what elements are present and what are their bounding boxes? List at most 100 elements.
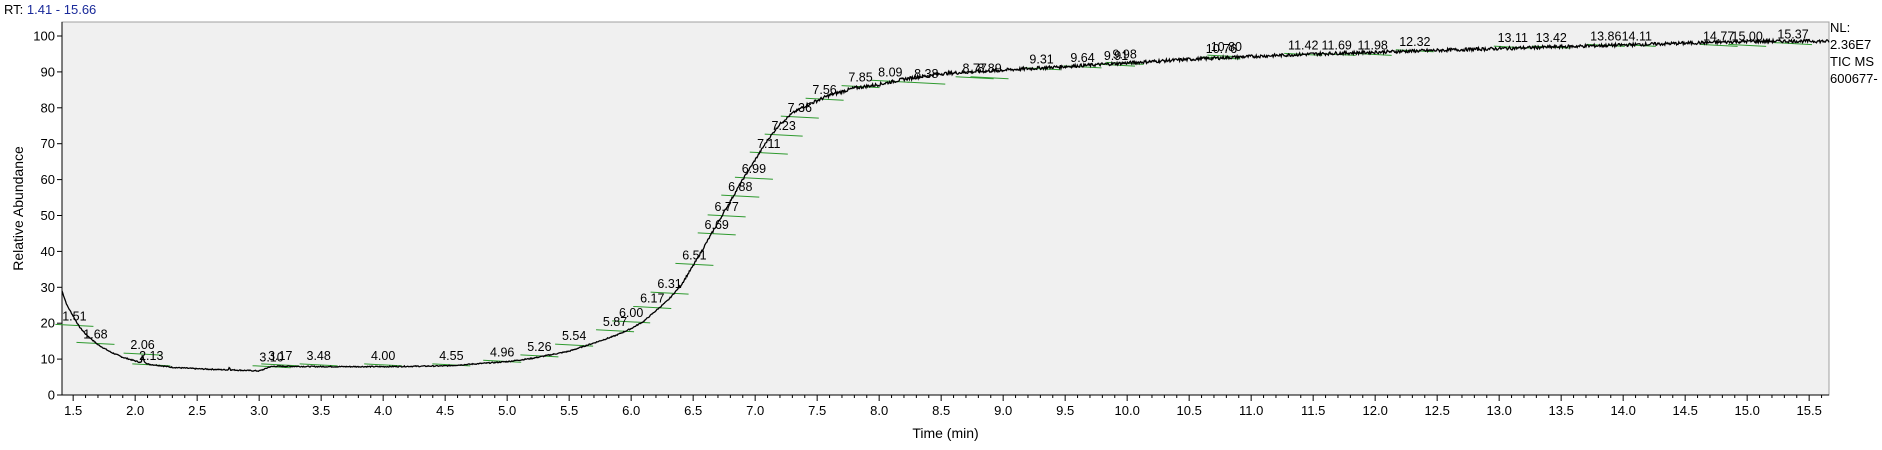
peak-label: 4.00 [371,349,395,363]
x-tick-label: 3.0 [250,403,268,418]
peak-label: 13.42 [1536,31,1567,45]
peak-label: 6.69 [705,218,729,232]
peak-baseline [123,352,162,356]
x-tick-label: 9.5 [1056,403,1074,418]
peak-label: 1.68 [83,327,107,341]
x-tick-label: 13.5 [1549,403,1574,418]
peak-label: 11.69 [1322,38,1352,52]
peak-baseline [364,363,403,367]
peak-label: 10.76 [1206,42,1237,56]
peak-baseline [721,194,760,198]
x-tick-label: 14.5 [1673,403,1698,418]
peak-label: 12.32 [1399,35,1430,49]
y-tick-label: 60 [41,172,55,187]
peak-label: 8.77 [962,62,986,76]
peak-label: 4.96 [490,345,514,359]
peak-label: 7.11 [757,137,780,151]
y-axis: 0 10 20 30 40 50 60 70 80 90 100 [33,22,63,403]
peak-label: 6.00 [619,306,643,320]
peak-label: 6.77 [714,200,738,214]
peak-label: 7.85 [848,71,872,85]
x-tick-label: 7.0 [746,403,764,418]
peak-baseline [55,323,94,327]
peak-label: 9.64 [1070,51,1094,65]
peak-label: 14.77 [1703,29,1734,43]
peak-label: 13.11 [1498,31,1528,45]
peak-baseline [520,354,559,358]
x-tick-label: 4.0 [374,403,392,418]
y-tick-label: 100 [33,29,55,44]
x-axis-title: Time (min) [912,425,978,441]
x-tick-label: 3.5 [312,403,330,418]
x-tick-label: 11.0 [1239,403,1263,418]
x-tick-label: 10.0 [1115,403,1140,418]
peak-baseline [596,329,635,333]
peak-label: 8.89 [977,62,1001,76]
x-tick-label: 15.0 [1735,403,1760,418]
peak-label: 6.31 [657,277,681,291]
peak-baseline [633,305,672,309]
scan-type: TIC MS [1830,54,1875,69]
x-tick-label: 2.0 [126,403,144,418]
peak-label: 3.10 [259,351,283,365]
peak-labels: 1.51 1.68 2.062.13 3.103.17 3.48 4.00 4.55 4.96… [62,28,1808,365]
peak-baseline [707,214,746,218]
peak-baseline [1699,43,1738,47]
side-info: NL: 2.36E7 TIC MS 600677- [1830,19,1878,87]
x-tick-label: 5.5 [560,403,578,418]
peak-label: 5.87 [603,315,627,329]
peak-baseline [749,151,788,155]
file-id: 600677- [1830,71,1878,86]
peak-baseline [871,79,910,83]
peak-label: 2.06 [130,338,154,352]
peak-label: 6.51 [682,248,706,262]
x-tick-label: 6.5 [684,403,702,418]
peak-label: 2.13 [139,349,163,363]
y-tick-label: 20 [41,316,55,331]
peak-baseline [970,76,1009,80]
x-tick-label: 4.5 [436,403,454,418]
peak-label: 11.98 [1358,38,1388,52]
peak-baseline [907,81,946,85]
peak-label: 3.48 [307,349,331,363]
peak-label: 11.42 [1288,38,1318,52]
peak-label: 6.17 [640,291,664,305]
peak-label: 9.91 [1104,49,1128,63]
peak-label: 6.88 [728,180,752,194]
peak-baseline [805,97,844,101]
x-tick-label: 12.0 [1363,403,1388,418]
x-tick-label: 7.5 [808,403,826,418]
peak-label: 5.26 [527,340,551,354]
x-tick-label: 8.5 [932,403,950,418]
peak-label: 15.37 [1777,28,1808,42]
peak-label: 13.86 [1590,29,1621,43]
y-tick-label: 40 [41,244,55,259]
peak-label: 10.80 [1211,40,1242,54]
y-tick-label: 10 [41,352,55,367]
x-tick-label: 13.0 [1487,403,1512,418]
y-tick-label: 90 [41,64,55,79]
peak-baseline [1728,43,1767,47]
x-tick-label: 1.5 [64,403,82,418]
peak-label: 1.51 [62,309,86,323]
peak-baseline [299,363,338,367]
peak-label: 5.54 [562,329,586,343]
retention-time-header: RT: 1.41 - 15.66 [4,2,96,17]
y-tick-label: 70 [41,136,55,151]
y-tick-label: 50 [41,208,55,223]
peak-baseline [650,291,689,295]
y-tick-label: 80 [41,100,55,115]
peak-baseline [734,176,773,180]
x-tick-label: 12.5 [1425,403,1450,418]
peak-baseline [697,232,736,236]
x-tick-label: 6.0 [622,403,640,418]
peak-baseline [955,76,994,80]
nl-value: 2.36E7 [1830,37,1872,52]
x-tick-label: 5.0 [498,403,516,418]
rt-label: RT: [4,2,24,17]
peak-baseline [612,320,651,324]
peak-baseline [1353,52,1392,56]
y-tick-label: 0 [48,388,55,403]
y-tick-label: 30 [41,280,55,295]
